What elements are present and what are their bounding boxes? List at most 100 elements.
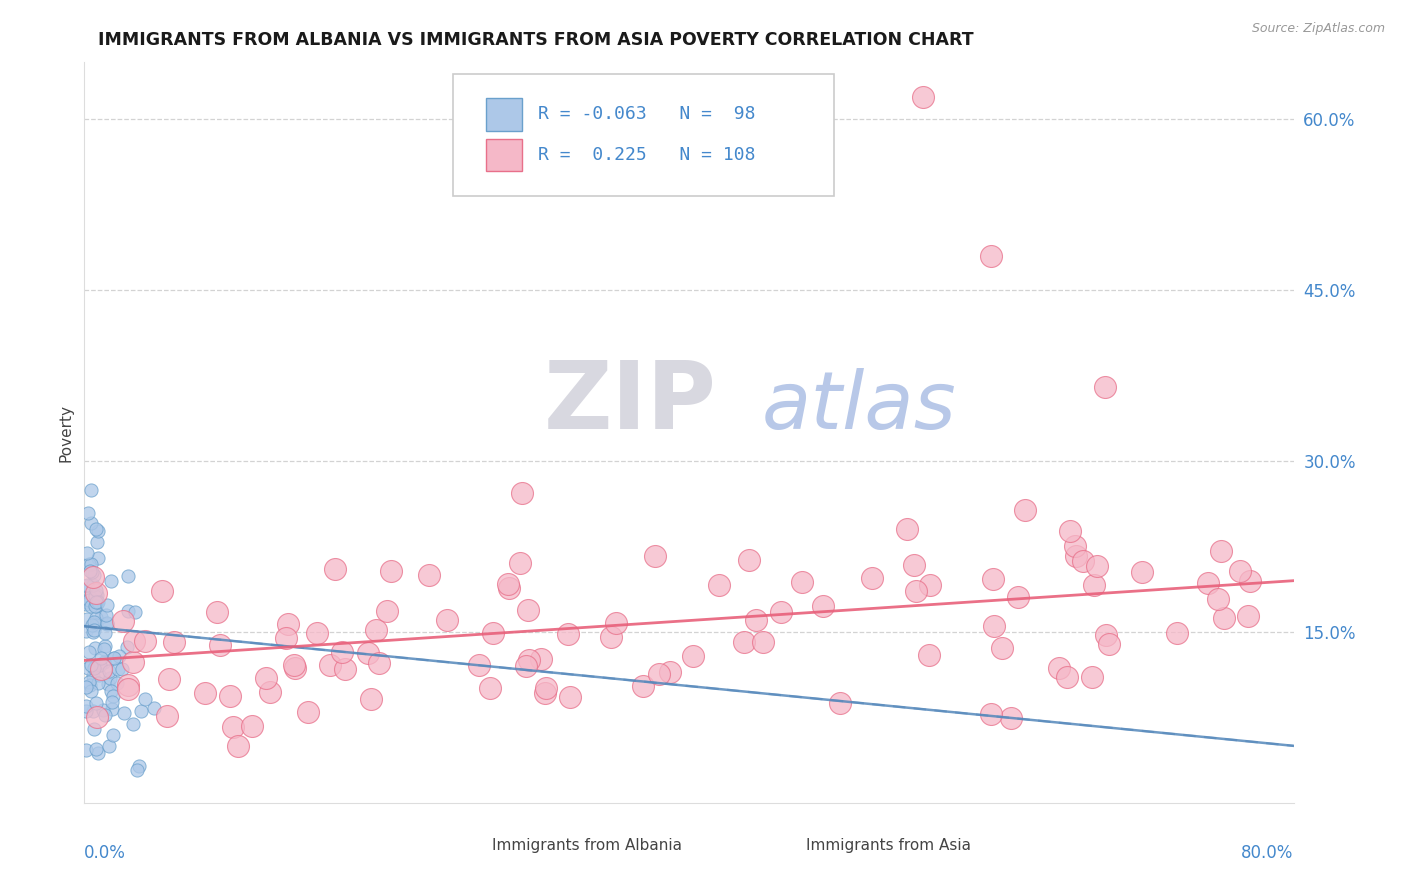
Point [259,685,281,699]
Point [87,524,110,538]
Text: atlas: atlas [762,368,956,446]
Point [330,645,353,659]
Point [82,618,104,632]
Y-axis label: Poverty: Poverty [58,403,73,462]
Point [84,697,107,711]
Point [516,603,538,617]
Point [76,612,98,626]
Point [84,618,107,632]
Point [364,623,387,637]
Text: ZIP: ZIP [544,357,717,449]
Point [93,656,115,670]
Point [1063,539,1085,553]
Point [1239,574,1261,588]
Point [157,673,180,687]
Point [980,249,1002,263]
Point [77,557,100,571]
Point [436,614,458,628]
Text: Immigrants from Asia: Immigrants from Asia [806,838,972,854]
Point [209,638,232,652]
Point [76,578,98,592]
Point [479,681,502,695]
Point [468,657,491,672]
Point [150,584,173,599]
Point [357,646,380,660]
Point [792,575,814,590]
Text: 80.0%: 80.0% [1241,844,1294,862]
Point [498,581,520,595]
Point [600,630,623,644]
Point [79,565,101,579]
Point [811,599,834,613]
Point [90,661,112,675]
Point [117,681,139,696]
Point [91,703,114,717]
Point [1098,637,1121,651]
Point [648,667,671,681]
Point [904,584,927,599]
Point [1237,608,1260,623]
Point [323,562,346,576]
Point [534,685,557,699]
Point [117,569,139,583]
FancyBboxPatch shape [453,73,834,195]
Point [496,577,519,591]
Point [297,705,319,719]
Point [79,590,101,604]
Point [103,651,125,665]
Point [163,635,186,649]
FancyBboxPatch shape [486,98,522,130]
Point [903,558,925,572]
Point [319,658,342,673]
Point [96,616,118,631]
Point [84,658,107,673]
Point [658,665,681,679]
Point [860,571,883,585]
Point [86,595,108,609]
Point [80,657,103,672]
Point [82,704,104,718]
Point [107,662,129,676]
Point [1059,524,1081,538]
Text: R = -0.063   N =  98: R = -0.063 N = 98 [538,105,755,123]
Point [1094,380,1116,394]
Point [226,739,249,753]
Point [1130,565,1153,579]
Point [1206,591,1229,606]
Point [1197,576,1219,591]
Point [80,599,103,614]
Point [83,615,105,630]
Point [111,662,134,676]
Point [84,599,107,614]
Point [77,645,100,659]
Point [1081,670,1104,684]
Point [222,721,245,735]
Text: Immigrants from Albania: Immigrants from Albania [492,838,682,854]
Point [990,640,1012,655]
Point [277,616,299,631]
Point [380,564,402,578]
Point [284,661,307,675]
Point [682,648,704,663]
Point [1229,564,1251,578]
Point [117,640,139,655]
Point [128,759,150,773]
Point [84,585,107,599]
Point [75,597,97,611]
Point [79,483,101,498]
Point [87,668,110,682]
Point [111,615,134,629]
Point [84,589,107,603]
Point [97,664,120,678]
Point [1007,590,1029,604]
Point [117,604,139,618]
Point [129,704,152,718]
Point [307,626,329,640]
Point [83,567,105,582]
Point [105,676,128,690]
Point [90,609,112,624]
Point [103,728,125,742]
Point [134,633,156,648]
Point [1047,661,1070,675]
Point [980,706,1002,721]
